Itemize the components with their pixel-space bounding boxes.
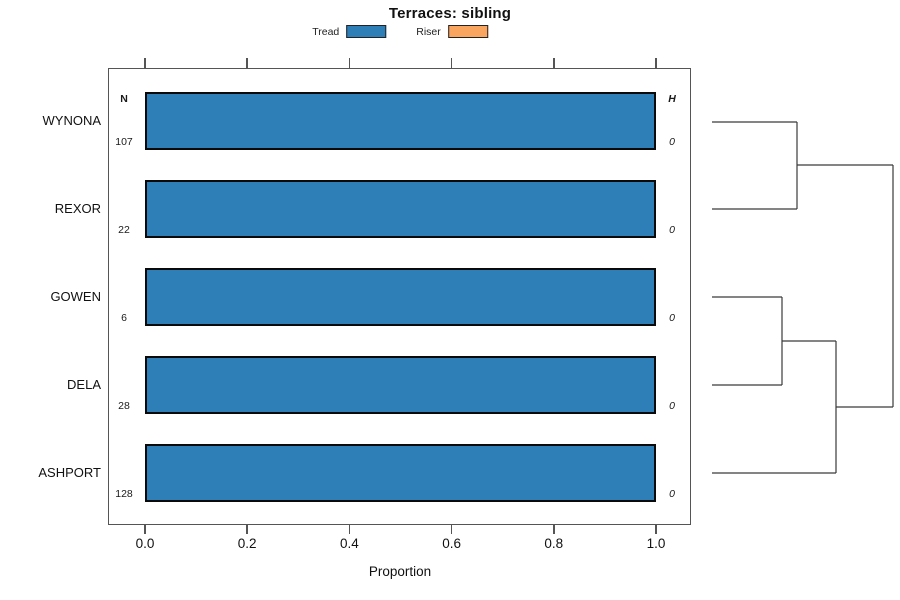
x-axis-tick (246, 525, 248, 534)
n-value: 6 (121, 312, 127, 324)
x-axis-tick-label: 0.4 (340, 536, 359, 551)
h-value: 0 (669, 400, 675, 412)
row-label-gowen: GOWEN (50, 289, 101, 304)
x-axis-tick (348, 58, 351, 68)
legend: Tread Riser (312, 25, 488, 38)
n-value: 128 (115, 488, 133, 500)
plot-box (108, 68, 691, 525)
legend-label-riser: Riser (416, 25, 441, 38)
row-label-ashport: ASHPORT (38, 465, 101, 480)
tread-bar-dela (145, 356, 656, 414)
x-axis-tick-label: 0.8 (544, 536, 564, 551)
n-value: 22 (118, 224, 130, 236)
x-axis-tick (144, 525, 146, 534)
n-value: 28 (118, 400, 130, 412)
x-axis-tick (655, 525, 657, 534)
row-label-rexor: REXOR (54, 201, 101, 216)
x-axis-tick (348, 525, 351, 534)
tread-bar-wynona (145, 92, 656, 150)
h-value: 0 (669, 136, 675, 148)
tread-bar-gowen (145, 268, 656, 326)
x-axis-tick (553, 58, 555, 68)
tread-bar-rexor (145, 180, 656, 238)
x-axis-tick (655, 58, 657, 68)
legend-swatch-tread (346, 25, 387, 38)
h-header: H (668, 93, 676, 105)
x-axis-tick (450, 58, 453, 68)
x-axis-tick-label: 0.6 (442, 536, 461, 551)
x-axis-tick (450, 525, 453, 534)
dendrogram (712, 121, 894, 474)
h-value: 0 (669, 312, 675, 324)
x-axis-tick-label: 0.2 (237, 536, 257, 551)
n-value: 107 (115, 136, 133, 148)
x-axis-tick (144, 58, 146, 68)
x-axis-tick (553, 525, 555, 534)
legend-item-riser: Riser (416, 25, 488, 38)
x-axis-tick-label: 0.0 (135, 536, 155, 551)
chart-title: Terraces: sibling (388, 5, 512, 22)
n-header: N (120, 93, 128, 105)
legend-swatch-riser (447, 25, 488, 38)
tread-bar-ashport (145, 444, 656, 502)
h-value: 0 (669, 224, 675, 236)
row-label-dela: DELA (67, 377, 101, 392)
h-value: 0 (669, 488, 675, 500)
x-axis-tick (246, 58, 248, 68)
legend-label-tread: Tread (312, 25, 340, 38)
row-label-wynona: WYNONA (42, 113, 102, 128)
x-axis-title: Proportion (368, 564, 432, 579)
legend-item-tread: Tread (312, 25, 387, 38)
x-axis-tick-label: 1.0 (646, 536, 666, 551)
